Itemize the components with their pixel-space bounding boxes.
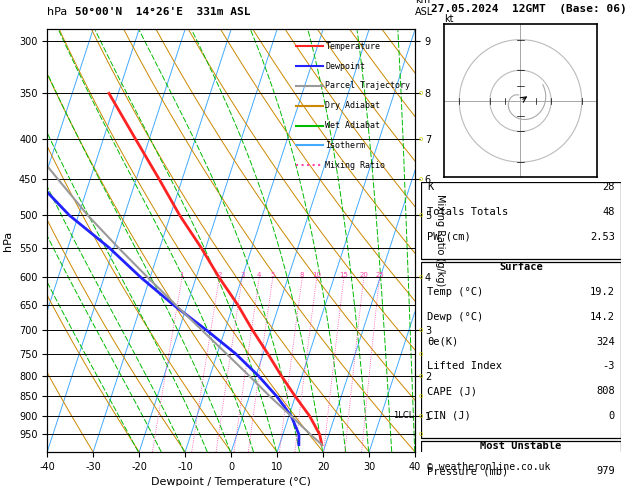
Text: o: o	[418, 176, 423, 182]
Text: 10: 10	[312, 272, 321, 278]
Y-axis label: Mixing Ratio (g/kg): Mixing Ratio (g/kg)	[435, 194, 445, 287]
Text: Most Unstable: Most Unstable	[480, 441, 562, 451]
Text: Mixing Ratio: Mixing Ratio	[325, 160, 386, 170]
Text: 324: 324	[596, 336, 615, 347]
Text: CIN (J): CIN (J)	[427, 411, 470, 421]
Y-axis label: hPa: hPa	[3, 230, 13, 251]
Text: hPa: hPa	[47, 7, 67, 17]
Text: o: o	[418, 351, 423, 357]
Text: 1: 1	[180, 272, 184, 278]
Text: o: o	[418, 275, 423, 280]
Text: Parcel Trajectory: Parcel Trajectory	[325, 82, 411, 90]
Text: o: o	[418, 413, 423, 419]
Text: 48: 48	[603, 207, 615, 217]
X-axis label: Dewpoint / Temperature (°C): Dewpoint / Temperature (°C)	[151, 477, 311, 486]
Text: o: o	[418, 394, 423, 399]
Text: 3: 3	[240, 272, 245, 278]
Text: -3: -3	[603, 362, 615, 371]
Text: 20: 20	[359, 272, 368, 278]
Text: o: o	[418, 90, 423, 96]
Text: Temperature: Temperature	[325, 42, 381, 51]
Text: 4: 4	[257, 272, 262, 278]
Text: Temp (°C): Temp (°C)	[427, 287, 483, 297]
Text: o: o	[418, 432, 423, 437]
Text: Dewp (°C): Dewp (°C)	[427, 312, 483, 322]
Text: o: o	[418, 212, 423, 218]
Text: 2: 2	[217, 272, 221, 278]
Text: 2.53: 2.53	[590, 232, 615, 242]
Text: 25: 25	[375, 272, 384, 278]
Text: 19.2: 19.2	[590, 287, 615, 297]
Text: 15: 15	[340, 272, 348, 278]
Text: 979: 979	[596, 466, 615, 476]
Text: PW (cm): PW (cm)	[427, 232, 470, 242]
Text: 5: 5	[270, 272, 275, 278]
Text: 50°00'N  14°26'E  331m ASL: 50°00'N 14°26'E 331m ASL	[75, 7, 251, 17]
Text: Dewpoint: Dewpoint	[325, 62, 365, 70]
Text: Dry Adiabat: Dry Adiabat	[325, 101, 381, 110]
Text: Pressure (mb): Pressure (mb)	[427, 466, 508, 476]
Text: 808: 808	[596, 386, 615, 396]
Text: 28: 28	[603, 182, 615, 192]
Text: o: o	[418, 373, 423, 379]
Text: K: K	[427, 182, 433, 192]
Text: o: o	[418, 136, 423, 142]
Text: 27.05.2024  12GMT  (Base: 06): 27.05.2024 12GMT (Base: 06)	[431, 3, 626, 14]
Text: Totals Totals: Totals Totals	[427, 207, 508, 217]
Text: 14.2: 14.2	[590, 312, 615, 322]
Text: 0: 0	[609, 411, 615, 421]
Text: km
ASL: km ASL	[415, 0, 433, 17]
Text: θe(K): θe(K)	[427, 336, 458, 347]
Text: CAPE (J): CAPE (J)	[427, 386, 477, 396]
Text: Isotherm: Isotherm	[325, 141, 365, 150]
Text: kt: kt	[444, 14, 454, 24]
Text: 1LCL: 1LCL	[393, 412, 414, 420]
Text: 8: 8	[300, 272, 304, 278]
Text: Lifted Index: Lifted Index	[427, 362, 502, 371]
Text: o: o	[418, 327, 423, 333]
Text: Wet Adiabat: Wet Adiabat	[325, 121, 381, 130]
Text: Surface: Surface	[499, 262, 543, 272]
Text: © weatheronline.co.uk: © weatheronline.co.uk	[427, 462, 550, 472]
